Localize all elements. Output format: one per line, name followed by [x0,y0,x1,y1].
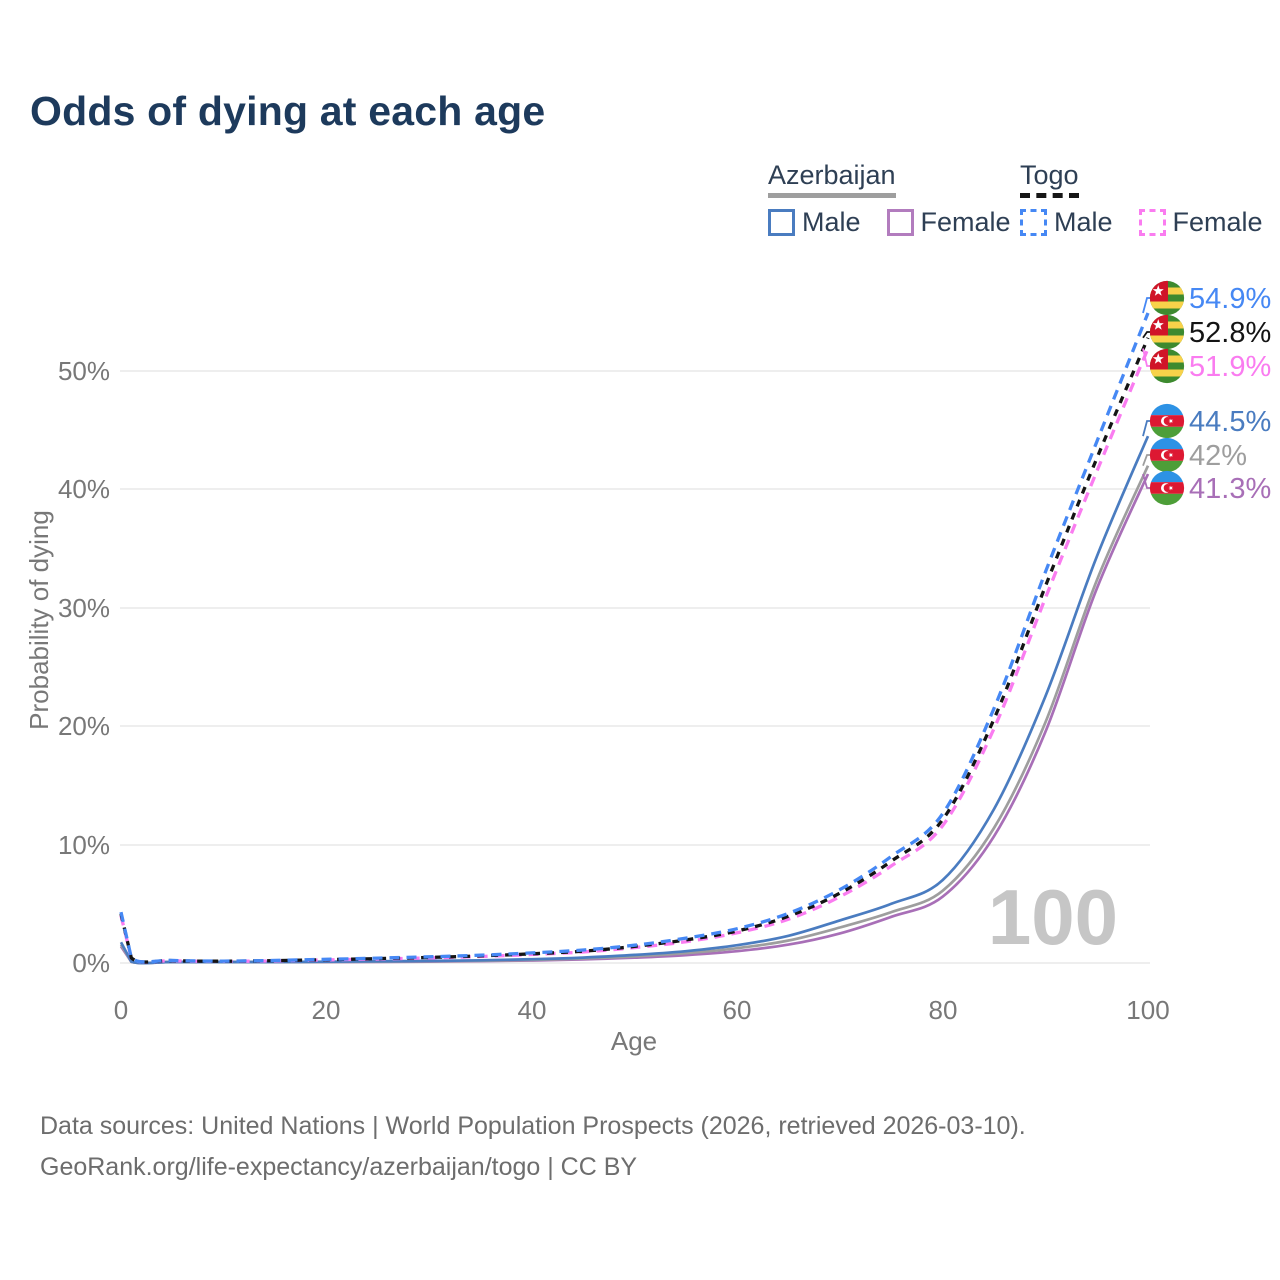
end-value-label-togo-male: 54.9% [1189,283,1271,315]
attribution-line: GeoRank.org/life-expectancy/azerbaijan/t… [40,1153,638,1181]
legend-item-togo-female[interactable]: Female [1138,207,1263,238]
series-line-togo-female[interactable] [119,347,1150,964]
legend-item-azerbaijan-male[interactable]: Male [768,207,861,238]
age-cursor-watermark: 100 [988,873,1118,961]
legend-item-azerbaijan-female[interactable]: Female [886,207,1011,238]
legend-country-togo[interactable]: Togo [1020,160,1079,198]
y-tick-40: 40% [58,474,110,504]
series-line-togo-male[interactable] [119,312,1150,964]
data-sources-line: Data sources: United Nations | World Pop… [40,1112,1026,1140]
legend-label-togo-male: Male [1054,207,1113,237]
end-value-label-togo-both-sexes: 52.8% [1189,317,1271,349]
legend-group-togo: Togo Male Female [1020,160,1263,238]
togo-flag [1150,315,1185,350]
y-tick-30: 30% [58,593,110,623]
x-tick-60: 60 [723,995,752,1025]
x-axis-title: Age [611,1026,657,1056]
x-tick-100: 100 [1126,995,1169,1025]
series-line-azerbaijan-male[interactable] [119,435,1150,965]
series-layer: 54.9%52.8%51.9% 44.5%42%41.3% [119,281,1271,965]
end-value-label-togo-female: 51.9% [1189,351,1271,383]
y-tick-0: 0% [72,948,110,978]
legend-group-azerbaijan: Azerbaijan Male Female [768,160,1011,238]
footer: Data sources: United Nations | World Pop… [40,1106,1026,1188]
togo-flag [1150,349,1185,384]
y-tick-50: 50% [58,356,110,386]
azerbaijan-female-swatch-icon [886,209,914,236]
end-value-label-azerbaijan-male: 44.5% [1189,406,1271,438]
x-tick-0: 0 [114,995,128,1025]
legend-item-togo-male[interactable]: Male [1020,207,1113,238]
legend-label-azerbaijan-male: Male [802,207,861,237]
togo-flag [1150,281,1185,316]
togo-female-swatch-icon [1138,209,1166,236]
legend-country-azerbaijan[interactable]: Azerbaijan [768,160,896,198]
y-tick-20: 20% [58,711,110,741]
page-title: Odds of dying at each age [30,88,546,134]
end-value-label-azerbaijan-both-sexes: 42% [1189,440,1247,472]
azerbaijan-flag [1150,404,1185,439]
y-axis-title: Probability of dying [24,510,54,730]
series-line-togo-both-sexes[interactable] [119,337,1150,964]
x-tick-40: 40 [518,995,547,1025]
x-tick-80: 80 [929,995,958,1025]
azerbaijan-flag [1150,438,1185,473]
x-tick-20: 20 [312,995,341,1025]
azerbaijan-male-swatch-icon [768,209,795,236]
legend-label-togo-female: Female [1172,207,1263,237]
legend-label-azerbaijan-female: Female [920,207,1011,237]
end-value-label-azerbaijan-female: 41.3% [1189,473,1271,505]
azerbaijan-flag [1150,471,1185,506]
togo-male-swatch-icon [1020,209,1047,236]
y-tick-10: 10% [58,830,110,860]
